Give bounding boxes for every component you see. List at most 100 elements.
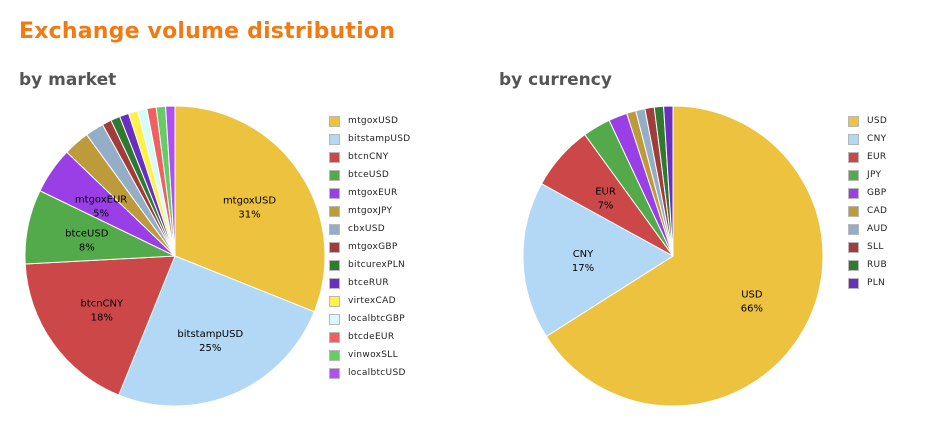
legend-swatch [329,169,340,181]
legend-item-jpy[interactable]: JPY [848,166,888,184]
legend-item-sll[interactable]: SLL [848,238,888,256]
slice-label-mtgoxusd: mtgoxUSD [223,196,276,207]
slice-pct-cny: 17% [572,263,594,274]
slice-pct-bitstampusd: 25% [199,343,221,354]
legend-item-bitcurexpln[interactable]: bitcurexPLN [329,256,411,274]
pie-slice-mtgoxusd[interactable] [174,105,326,313]
legend-swatch [329,241,340,253]
legend-swatch [329,115,340,127]
legend-swatch [329,277,340,289]
legend-item-rub[interactable]: RUB [848,256,888,274]
slice-pct-btcncny: 18% [91,312,113,323]
legend-label: btceRUR [348,278,389,288]
legend-item-virtexcad[interactable]: virtexCAD [329,292,411,310]
legend-by-currency: USD CNY EUR JPY GBP CAD AUD SLL RUB PLN [848,112,888,292]
slice-pct-usd: 66% [741,303,763,314]
pie-slice-pln[interactable] [663,105,674,257]
legend-swatch [329,223,340,235]
slice-label-eur: EUR [595,187,616,198]
legend-swatch [848,241,859,253]
legend-item-mtgoxgbp[interactable]: mtgoxGBP [329,238,411,256]
pie-slice-usd[interactable] [545,105,824,407]
legend-label: virtexCAD [348,296,396,306]
legend-swatch [848,133,859,145]
legend-label: CAD [867,206,888,216]
legend-label: RUB [867,260,887,270]
legend-label: localbtcGBP [348,314,406,324]
legend-swatch [848,259,859,271]
legend-label: AUD [867,224,888,234]
legend-swatch [848,151,859,163]
legend-item-mtgoxeur[interactable]: mtgoxEUR [329,184,411,202]
legend-label: btcnCNY [348,152,389,162]
legend-swatch [848,277,859,289]
legend-item-aud[interactable]: AUD [848,220,888,238]
legend-swatch [329,259,340,271]
legend-item-bitstampusd[interactable]: bitstampUSD [329,130,411,148]
legend-label: SLL [867,242,884,252]
legend-item-mtgoxusd[interactable]: mtgoxUSD [329,112,411,130]
legend-item-pln[interactable]: PLN [848,274,888,292]
legend-swatch [848,223,859,235]
legend-item-cbxusd[interactable]: cbxUSD [329,220,411,238]
pie-slice-localbtcusd[interactable] [165,105,176,257]
legend-swatch [848,115,859,127]
legend-label: btceUSD [348,170,390,180]
legend-swatch [848,187,859,199]
pie-slice-cny[interactable] [522,183,674,338]
legend-by-market: mtgoxUSD bitstampUSD btcnCNY btceUSD mtgoxEU… [329,112,411,382]
legend-label: bitcurexPLN [348,260,406,270]
legend-label: PLN [867,278,886,288]
pie-slice-btcncny[interactable] [24,255,176,396]
page-title: Exchange volume distribution [19,19,396,44]
legend-swatch [848,169,859,181]
legend-label: EUR [867,152,887,162]
legend-item-btcerur[interactable]: btceRUR [329,274,411,292]
slice-label-cny: CNY [573,249,594,260]
pie-slice-bitstampusd[interactable] [118,255,315,407]
legend-label: localbtcUSD [348,368,406,378]
legend-label: mtgoxGBP [348,242,398,252]
slice-pct-mtgoxusd: 31% [238,210,260,221]
legend-label: cbxUSD [348,224,386,234]
slice-label-mtgoxeur: mtgoxEUR [75,195,127,206]
legend-label: GBP [867,188,887,198]
legend-item-usd[interactable]: USD [848,112,888,130]
pie-currency [522,105,824,407]
legend-item-eur[interactable]: EUR [848,148,888,166]
slice-pct-btceusd: 8% [79,242,95,253]
slice-label-btcncny: btcnCNY [80,298,124,309]
legend-item-cny[interactable]: CNY [848,130,888,148]
slice-pct-eur: 7% [598,201,614,212]
legend-item-btcdeeur[interactable]: btcdeEUR [329,328,411,346]
legend-swatch [329,331,340,343]
legend-label: USD [867,116,888,126]
legend-swatch [329,295,340,307]
legend-label: mtgoxUSD [348,116,399,126]
legend-swatch [329,349,340,361]
legend-item-cad[interactable]: CAD [848,202,888,220]
legend-swatch [329,205,340,217]
legend-item-btceusd[interactable]: btceUSD [329,166,411,184]
legend-label: vinwoxSLL [348,350,398,360]
slice-pct-mtgoxeur: 5% [93,209,109,220]
legend-swatch [329,367,340,379]
legend-item-vinwoxsll[interactable]: vinwoxSLL [329,346,411,364]
pie-market [24,105,326,407]
legend-item-localbtcusd[interactable]: localbtcUSD [329,364,411,382]
legend-swatch [848,205,859,217]
slice-label-usd: USD [741,289,763,300]
legend-item-gbp[interactable]: GBP [848,184,888,202]
legend-swatch [329,187,340,199]
legend-item-btcncny[interactable]: btcnCNY [329,148,411,166]
legend-label: JPY [867,170,882,180]
legend-swatch [329,151,340,163]
legend-item-localbtcgbp[interactable]: localbtcGBP [329,310,411,328]
chart-title-by-currency: by currency [499,70,612,90]
legend-swatch [329,133,340,145]
slice-label-bitstampusd: bitstampUSD [177,329,243,340]
legend-item-mtgoxjpy[interactable]: mtgoxJPY [329,202,411,220]
legend-label: mtgoxEUR [348,188,398,198]
legend-label: CNY [867,134,887,144]
